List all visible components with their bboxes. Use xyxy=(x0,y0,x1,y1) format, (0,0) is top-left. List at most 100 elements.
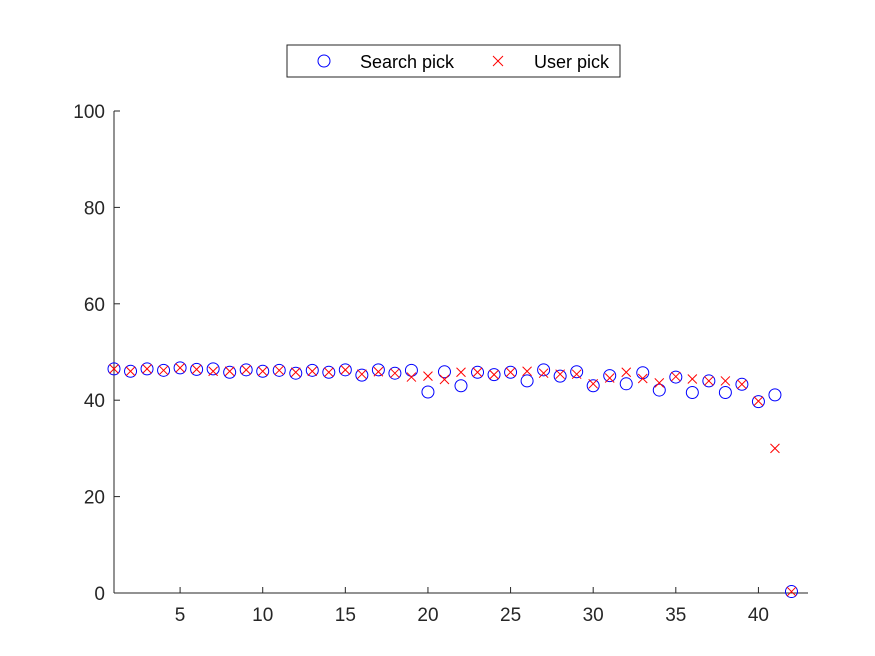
data-point xyxy=(272,363,286,377)
data-point xyxy=(555,369,565,380)
data-point xyxy=(753,396,764,407)
data-point xyxy=(784,585,798,599)
data-point xyxy=(109,364,119,374)
data-point xyxy=(175,363,185,373)
data-point xyxy=(571,369,582,380)
data-point xyxy=(124,364,138,378)
data-point xyxy=(768,388,782,402)
data-point xyxy=(735,377,749,391)
data-point xyxy=(290,367,301,378)
data-point xyxy=(702,374,716,388)
data-point xyxy=(157,363,171,377)
axes xyxy=(113,111,808,594)
y-tick-label: 80 xyxy=(84,198,105,219)
data-point xyxy=(322,365,336,379)
data-point xyxy=(704,376,714,386)
x-tick-label: 25 xyxy=(500,605,521,626)
data-point xyxy=(373,366,384,377)
legend-marker-search-pick xyxy=(317,54,331,68)
x-tick-label: 20 xyxy=(417,605,438,626)
data-point xyxy=(553,369,567,383)
data-point xyxy=(421,385,435,399)
series-layer xyxy=(107,361,798,599)
data-point xyxy=(340,364,351,375)
data-point xyxy=(257,366,268,377)
data-point xyxy=(669,370,683,384)
legend-label-search-pick: Search pick xyxy=(360,52,455,72)
data-point xyxy=(456,367,466,378)
data-point xyxy=(472,367,483,378)
data-point xyxy=(489,369,499,380)
x-tick-label: 10 xyxy=(252,605,273,626)
data-point xyxy=(307,366,318,377)
x-ticks: 5 10 15 20 25 30 35 40 xyxy=(175,587,769,626)
data-point xyxy=(323,367,334,378)
data-point xyxy=(223,365,237,379)
data-point xyxy=(355,368,369,382)
data-point xyxy=(274,365,285,376)
data-point xyxy=(505,367,516,378)
data-point xyxy=(390,368,400,379)
data-point xyxy=(637,373,648,384)
data-point xyxy=(504,365,518,379)
x-tick-label: 40 xyxy=(748,605,769,626)
data-point xyxy=(751,395,765,409)
y-tick-label: 60 xyxy=(84,295,105,316)
data-point xyxy=(404,363,418,377)
data-point xyxy=(621,367,632,378)
data-point xyxy=(125,366,136,377)
data-point xyxy=(520,374,534,388)
data-point xyxy=(256,364,270,378)
data-point xyxy=(406,372,417,382)
data-point xyxy=(720,376,731,386)
series-user-pick xyxy=(109,363,797,597)
x-tick-label: 35 xyxy=(665,605,686,626)
data-point xyxy=(224,366,235,377)
data-point xyxy=(142,364,152,374)
data-point xyxy=(786,586,797,597)
data-point xyxy=(191,364,202,375)
data-point xyxy=(173,361,187,375)
data-point xyxy=(439,374,450,385)
data-point xyxy=(423,371,433,381)
data-point xyxy=(652,383,666,397)
x-tick-label: 5 xyxy=(175,605,186,626)
data-point xyxy=(208,366,218,377)
y-ticks: 0 20 40 60 80 100 xyxy=(73,102,120,605)
data-point xyxy=(289,366,303,380)
data-point xyxy=(471,365,485,379)
data-point xyxy=(437,365,451,379)
series-search-pick xyxy=(107,361,798,599)
data-point xyxy=(107,362,121,376)
y-tick-label: 40 xyxy=(84,391,105,412)
data-point xyxy=(619,377,633,391)
data-point xyxy=(603,369,617,383)
data-point xyxy=(239,363,253,377)
legend-marker-user-pick xyxy=(492,55,504,67)
legend: Search pick User pick xyxy=(286,44,621,78)
data-point xyxy=(190,362,204,376)
data-point xyxy=(588,378,599,389)
y-tick-label: 20 xyxy=(84,488,105,509)
data-point xyxy=(654,377,665,388)
data-point xyxy=(241,364,252,375)
data-point xyxy=(454,379,468,393)
legend-box xyxy=(286,44,621,78)
data-point xyxy=(604,373,615,383)
data-point xyxy=(522,366,532,377)
data-point xyxy=(586,379,600,393)
data-point xyxy=(687,374,698,384)
data-point xyxy=(685,385,699,399)
x-tick-label: 15 xyxy=(335,605,356,626)
data-point xyxy=(487,368,501,382)
data-point xyxy=(770,443,780,454)
data-point xyxy=(158,365,169,376)
data-point xyxy=(305,363,319,377)
data-point xyxy=(570,365,584,379)
data-point xyxy=(737,379,747,390)
data-point xyxy=(357,369,367,380)
data-point xyxy=(537,363,551,377)
data-point xyxy=(140,362,154,376)
